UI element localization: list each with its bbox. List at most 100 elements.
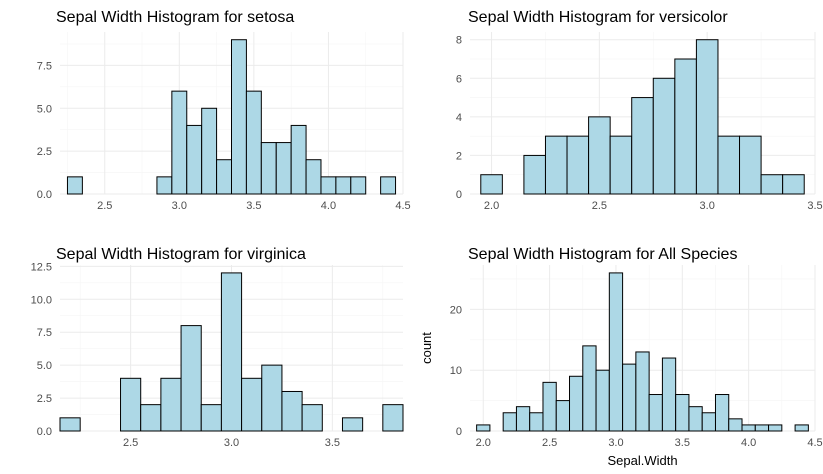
histogram-bar [622, 363, 637, 432]
histogram-bar [515, 406, 531, 432]
histogram-bar [588, 116, 611, 195]
y-tick-label: 7.5 [37, 327, 52, 339]
histogram-bar [635, 351, 650, 432]
histogram-bar [380, 176, 397, 195]
y-tick-label: 8 [456, 35, 462, 47]
histogram-bar [305, 159, 322, 195]
histogram-bar [140, 404, 162, 432]
x-tick-label: 4.5 [395, 200, 410, 212]
histogram-bar [341, 417, 364, 432]
histogram-bar [688, 406, 703, 432]
histogram-bar [674, 58, 697, 195]
histogram-bar [739, 135, 762, 195]
histogram-bar [171, 90, 188, 195]
histogram-bar [728, 418, 743, 432]
histogram-bar [609, 135, 633, 195]
histogram-bar [350, 176, 367, 195]
y-tick-label: 12.5 [31, 261, 52, 273]
panel-1: 2.5 3.0 3.5 4.0 4.5 0.0 2.5 5.0 7.5 Sepal Width H… [37, 9, 411, 212]
x-tick-label: 3.5 [246, 200, 261, 212]
x-tick-label: 2.0 [484, 200, 499, 212]
histogram-bar [186, 124, 203, 195]
histogram-bar [476, 424, 491, 432]
histogram-bar [66, 176, 83, 195]
x-tick-label: 4.0 [741, 437, 756, 449]
x-tick-label: 3.5 [807, 200, 822, 212]
x-tick-label: 3.0 [608, 437, 623, 449]
y-tick-label: 4 [456, 112, 462, 124]
histogram-bar [260, 142, 277, 195]
y-tick-label: 10 [450, 365, 462, 377]
x-tick-label: 3.0 [224, 437, 239, 449]
histogram-bar [631, 97, 654, 195]
histogram-bar [480, 174, 503, 195]
histogram-bar [652, 77, 676, 195]
histogram-bar [608, 272, 624, 432]
histogram-bar [661, 357, 677, 432]
chart-title: Sepal Width Histogram for virginica [56, 246, 306, 263]
y-tick-label: 6 [456, 73, 462, 85]
chart-title: Sepal Width Histogram for setosa [56, 9, 294, 26]
y-tick-label: 0 [456, 426, 462, 438]
y-tick-label: 2.5 [37, 146, 52, 158]
histogram-bar [782, 174, 805, 195]
histogram-bar [794, 424, 809, 432]
histogram-bar [201, 107, 218, 195]
x-tick-label: 4.5 [807, 437, 822, 449]
x-tick-label: 2.0 [476, 437, 491, 449]
histogram-bar [160, 377, 182, 432]
histogram-bar [714, 394, 730, 432]
panel-4: 2.0 2.5 3.0 3.5 4.0 4.5 0 10 20 Sepal Width Histo… [419, 246, 823, 468]
histogram-bar [241, 377, 263, 432]
histogram-bar [701, 412, 716, 432]
histogram-bar [542, 381, 557, 432]
histogram-bar [582, 345, 597, 432]
histogram-bar [648, 394, 663, 432]
histogram-bar [555, 400, 571, 432]
histogram-bar [301, 404, 323, 432]
histogram-bar [281, 390, 303, 432]
histogram-bar [768, 424, 783, 432]
histogram-bar [382, 404, 404, 432]
histogram-bar [523, 154, 546, 195]
x-tick-label: 3.0 [172, 200, 187, 212]
chart-title: Sepal Width Histogram for All Species [468, 246, 737, 263]
histogram-bar [741, 424, 756, 432]
x-tick-label: 4.0 [321, 200, 336, 212]
panel-2: 2.0 2.5 3.0 3.5 0 2 4 6 8 Sepal Width Histogram f… [456, 9, 823, 212]
histogram-bar [717, 135, 741, 195]
y-tick-label: 2 [456, 150, 462, 162]
x-tick-label: 3.5 [675, 437, 690, 449]
x-tick-label: 3.5 [325, 437, 340, 449]
histogram-bar [180, 325, 202, 432]
x-tick-label: 2.5 [542, 437, 557, 449]
histogram-bar [335, 176, 352, 195]
histogram-bar [320, 176, 337, 195]
histogram-bar [220, 272, 243, 432]
y-tick-label: 20 [450, 304, 462, 316]
histogram-bar [544, 135, 568, 195]
histogram-bar [200, 404, 222, 432]
histogram-bar [502, 412, 517, 432]
y-tick-label: 0.0 [37, 189, 52, 201]
x-tick-label: 2.5 [97, 200, 112, 212]
x-tick-label: 3.0 [700, 200, 715, 212]
histogram-bar [675, 394, 690, 432]
x-tick-label: 2.5 [123, 437, 138, 449]
histogram-bar [245, 90, 262, 195]
y-tick-label: 0.0 [37, 426, 52, 438]
histogram-bar [156, 176, 173, 195]
histogram-bar [529, 412, 544, 432]
y-tick-label: 5.0 [37, 360, 52, 372]
histogram-bar [231, 39, 247, 195]
y-axis-title: count [419, 332, 434, 364]
chart-title: Sepal Width Histogram for versicolor [468, 9, 728, 26]
y-tick-label: 2.5 [37, 393, 52, 405]
histogram-bar [695, 39, 719, 195]
x-tick-label: 2.5 [592, 200, 607, 212]
y-tick-label: 5.0 [37, 103, 52, 115]
y-tick-label: 7.5 [37, 60, 52, 72]
histogram-bar [275, 142, 292, 195]
y-tick-label: 10.0 [31, 294, 52, 306]
